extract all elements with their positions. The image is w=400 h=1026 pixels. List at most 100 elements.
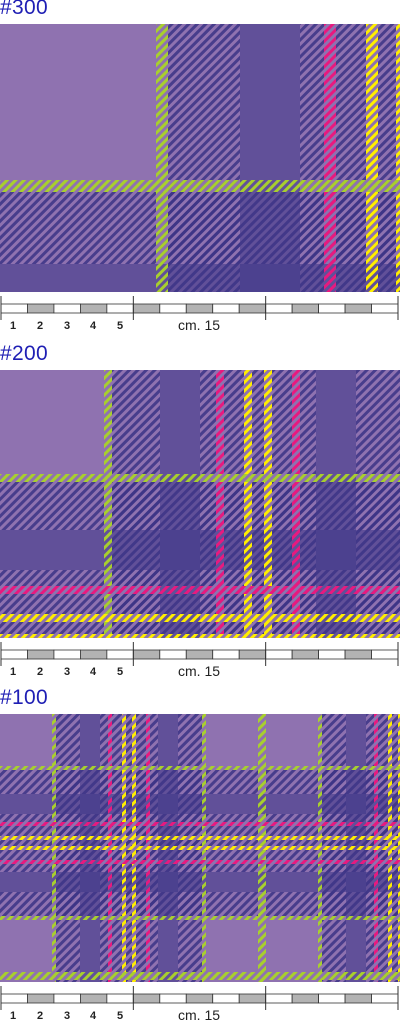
ruler-segment [212,649,240,660]
tartan-swatch [0,714,400,982]
swatch-title: #300 [0,0,48,19]
tartan-stripe-horizontal [0,840,400,846]
ruler-number-4: 4 [90,666,97,678]
ruler-segment [318,993,346,1004]
tartan-weave [0,714,400,982]
tartan-line-horizontal [0,614,400,622]
tartan-swatch [0,24,400,292]
ruler-number-5: 5 [117,666,123,678]
ruler-segment [27,303,55,314]
tartan-stripe-horizontal [0,814,400,822]
ruler-segment [27,649,55,660]
ruler-segment [265,649,293,660]
ruler-number-1: 1 [10,320,16,332]
ruler-number-3: 3 [64,666,70,678]
ruler-number-4: 4 [90,320,97,332]
tartan-line-vertical [324,24,336,292]
tartan-line-vertical [264,370,272,638]
tartan-line-horizontal [0,836,400,840]
ruler-segment [344,649,372,660]
ruler-segment [185,993,214,1004]
tartan-stripe-horizontal [0,594,400,614]
ruler-number-1: 1 [10,666,16,678]
scale-ruler: 1 2 3 4 5 cm. 15 [0,642,399,679]
ruler-segment [238,993,267,1004]
ruler-segment [132,993,161,1004]
ruler-segment [106,649,134,660]
ruler-segment [106,993,134,1004]
ruler-bar [0,642,399,666]
swatch-title: #200 [0,342,48,365]
tartan-stripe-horizontal [0,482,400,530]
tartan-line-horizontal [0,846,400,850]
tartan-stripe-horizontal [0,864,400,872]
tartan-line-vertical [292,370,300,638]
ruler-segment [159,649,187,660]
tartan-line-vertical [104,370,112,638]
tartan-line-vertical [244,370,252,638]
ruler-segment [238,649,267,660]
tartan-stripe-horizontal [0,264,400,292]
tartan-stripe-horizontal [0,872,400,892]
ruler-segment [265,993,293,1004]
ruler-segment [80,993,108,1004]
ruler-segment [53,993,81,1004]
tartan-line-vertical [366,24,378,292]
tartan-stripe-horizontal [0,530,400,570]
ruler-segment [344,303,372,314]
ruler-segment [291,993,319,1004]
swatch-title: #100 [0,686,48,709]
ruler-segment [371,649,399,660]
tartan-line-horizontal [0,822,400,826]
tartan-stripe-horizontal [0,892,400,916]
ruler-caption: cm. 15 [178,317,220,333]
tartan-line-horizontal [0,976,400,980]
ruler-segment [291,649,319,660]
ruler-segment [0,649,28,660]
tartan-stripe-horizontal [0,794,400,814]
ruler-segment [185,649,214,660]
tartan-stripe-horizontal [0,850,400,860]
ruler-segment [291,303,319,314]
ruler-segment [80,649,108,660]
ruler-bar [0,296,399,320]
ruler-number-2: 2 [37,320,43,332]
ruler-segment [185,303,214,314]
tartan-line-vertical [156,24,168,292]
ruler-caption: cm. 15 [178,1007,220,1023]
tartan-stripe-horizontal [0,622,400,634]
tartan-stripe-horizontal [0,826,400,836]
ruler-segment [106,303,134,314]
ruler-caption: cm. 15 [178,663,220,679]
ruler-segment [53,303,81,314]
ruler-segment [371,303,399,314]
ruler-number-2: 2 [37,1010,43,1022]
tartan-line-horizontal [0,634,400,638]
tartan-line-horizontal [0,972,400,976]
ruler-segment [132,303,161,314]
tartan-weave [0,24,400,292]
ruler-number-1: 1 [10,1010,16,1022]
ruler-segment [159,993,187,1004]
ruler-segment [27,993,55,1004]
scale-ruler: 1 2 3 4 5 cm. 15 [0,296,399,333]
ruler-number-2: 2 [37,666,43,678]
ruler-number-4: 4 [90,1010,97,1022]
ruler-segment [0,303,28,314]
tartan-stripe-horizontal [0,192,400,264]
ruler-segment [212,993,240,1004]
ruler-segment [212,303,240,314]
tartan-line-horizontal [0,916,400,920]
ruler-number-3: 3 [64,1010,70,1022]
ruler-bar [0,986,399,1010]
tartan-line-horizontal [0,860,400,864]
tartan-line-vertical [396,24,400,292]
ruler-segment [344,993,372,1004]
ruler-segment [318,303,346,314]
ruler-segment [371,993,399,1004]
tartan-line-vertical [216,370,224,638]
ruler-segment [265,303,293,314]
ruler-number-3: 3 [64,320,70,332]
ruler-number-5: 5 [117,320,123,332]
tartan-line-horizontal [0,766,400,770]
